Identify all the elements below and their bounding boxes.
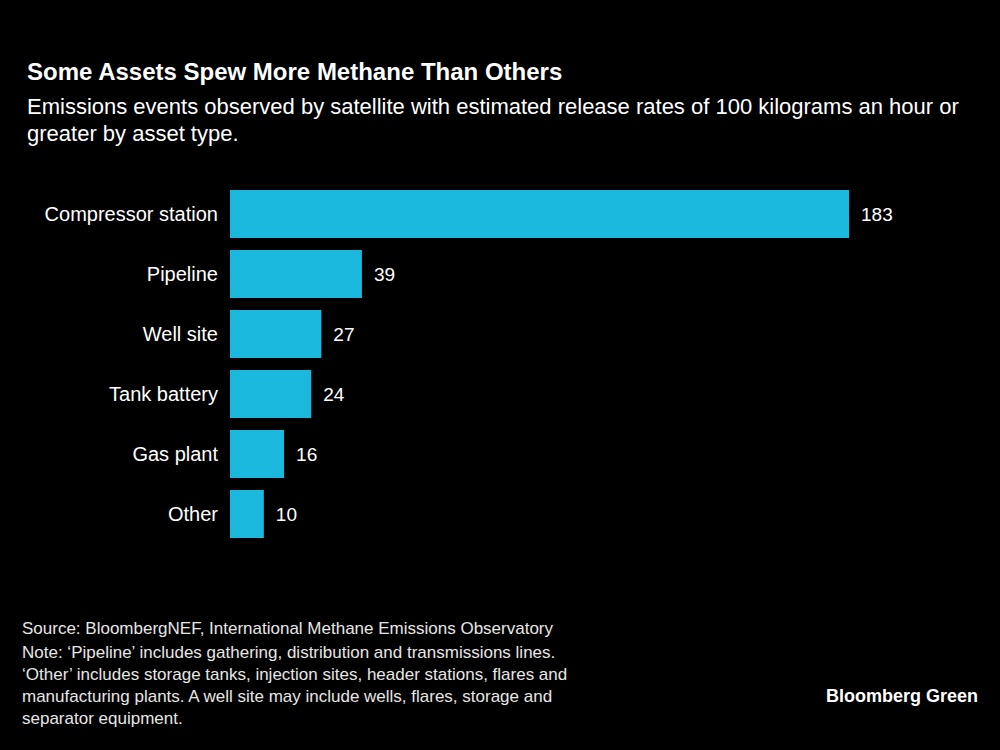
svg-text:Bloomberg Green: Bloomberg Green <box>826 686 978 706</box>
svg-text:‘Other’ includes storage tanks: ‘Other’ includes storage tanks, injectio… <box>22 665 572 684</box>
svg-text:Note: ‘Pipeline’ includes gath: Note: ‘Pipeline’ includes gathering, dis… <box>22 643 560 662</box>
svg-text:183: 183 <box>861 204 893 225</box>
svg-text:Other: Other <box>168 503 218 525</box>
svg-text:Some Assets Spew More Methane: Some Assets Spew More Methane Than Other… <box>27 58 562 85</box>
svg-text:Gas plant: Gas plant <box>132 443 218 465</box>
svg-text:16: 16 <box>296 444 317 465</box>
svg-text:39: 39 <box>374 264 395 285</box>
svg-text:manufacturing plants. A well s: manufacturing plants. A well site may in… <box>22 687 557 706</box>
svg-text:Pipeline: Pipeline <box>147 263 218 285</box>
svg-text:27: 27 <box>333 324 354 345</box>
svg-text:Well site: Well site <box>143 323 218 345</box>
svg-text:Source: BloombergNEF, Internat: Source: BloombergNEF, International Meth… <box>22 619 554 638</box>
svg-text:Emissions events observed by s: Emissions events observed by satellite w… <box>27 94 965 119</box>
svg-text:Compressor station: Compressor station <box>45 203 218 225</box>
svg-text:Tank battery: Tank battery <box>109 383 218 405</box>
svg-text:10: 10 <box>276 504 297 525</box>
svg-text:greater by asset type.: greater by asset type. <box>27 121 239 146</box>
svg-text:separator equipment.: separator equipment. <box>22 709 183 728</box>
svg-text:24: 24 <box>323 384 345 405</box>
